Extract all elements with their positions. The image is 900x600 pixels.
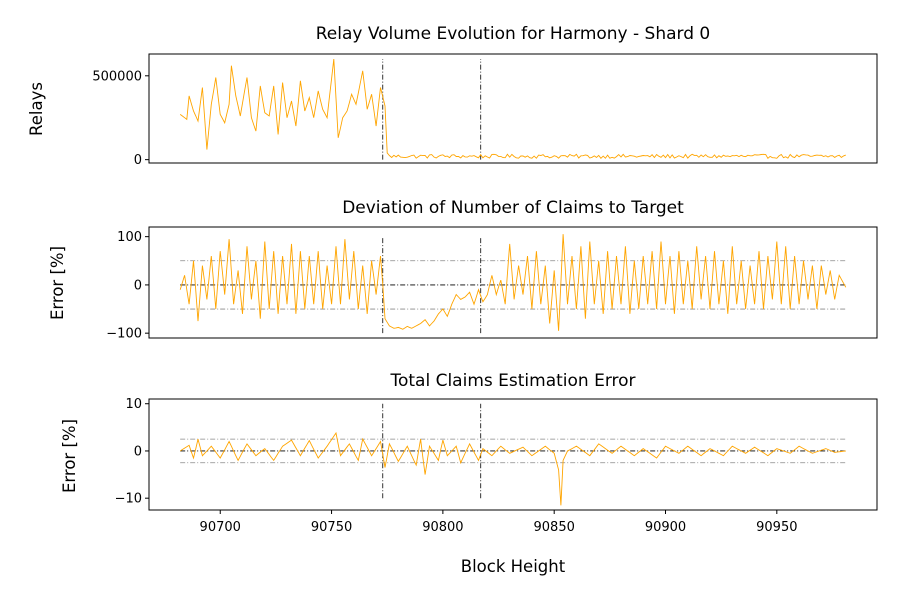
panel-1-plot: −100 0 100	[106, 226, 878, 342]
panel-0-plot: 0 500000	[92, 53, 878, 168]
panel-0-ytick-label-1: 500000	[92, 69, 142, 84]
panel-1-ylabel: Error [%]	[48, 246, 67, 320]
panel-1-ytick-label-2: 100	[117, 230, 142, 245]
panel-2-ylabel: Error [%]	[60, 419, 79, 493]
panel-2-ytick-label-2: 10	[125, 397, 142, 412]
panel-2-xtick-label-4: 90900	[645, 520, 686, 535]
panel-0-series-line	[179, 58, 846, 159]
panel-2-xtick-label-1: 90750	[311, 520, 352, 535]
panel-2-plot: −10 0 10 90700 90750 90800 90850 90900 90950	[115, 397, 878, 535]
panel-1-title: Deviation of Number of Claims to Target	[342, 198, 684, 218]
panel-0-title: Relay Volume Evolution for Harmony - Sha…	[316, 24, 711, 44]
panel-1-ytick-label-0: −100	[106, 327, 142, 342]
panel-2-axes-frame	[148, 398, 878, 511]
panel-2-ytick-label-1: 0	[134, 444, 142, 459]
panel-0-ytick-label-0: 0	[134, 153, 142, 168]
panel-total-claims-error: Total Claims Estimation Error Error [%] …	[60, 371, 878, 576]
panel-2-xtick-label-0: 90700	[200, 520, 241, 535]
panel-0-axes-frame	[148, 53, 878, 164]
panel-1-series-line	[179, 234, 847, 331]
panel-claims-deviation: Deviation of Number of Claims to Target …	[48, 198, 878, 342]
panel-1-ytick-label-1: 0	[134, 278, 142, 293]
panel-2-ytick-label-0: −10	[115, 492, 142, 507]
panel-2-series-line	[179, 431, 846, 506]
panel-relay-volume: Relay Volume Evolution for Harmony - Sha…	[27, 24, 878, 168]
panel-0-ylabel: Relays	[27, 82, 46, 136]
panel-1-axes-frame	[148, 226, 878, 339]
panel-2-xtick-label-2: 90800	[422, 520, 463, 535]
panel-2-title: Total Claims Estimation Error	[389, 371, 635, 391]
panel-2-xtick-label-3: 90850	[534, 520, 575, 535]
panel-2-xtick-label-5: 90950	[756, 520, 797, 535]
panel-2-xlabel: Block Height	[461, 557, 566, 576]
